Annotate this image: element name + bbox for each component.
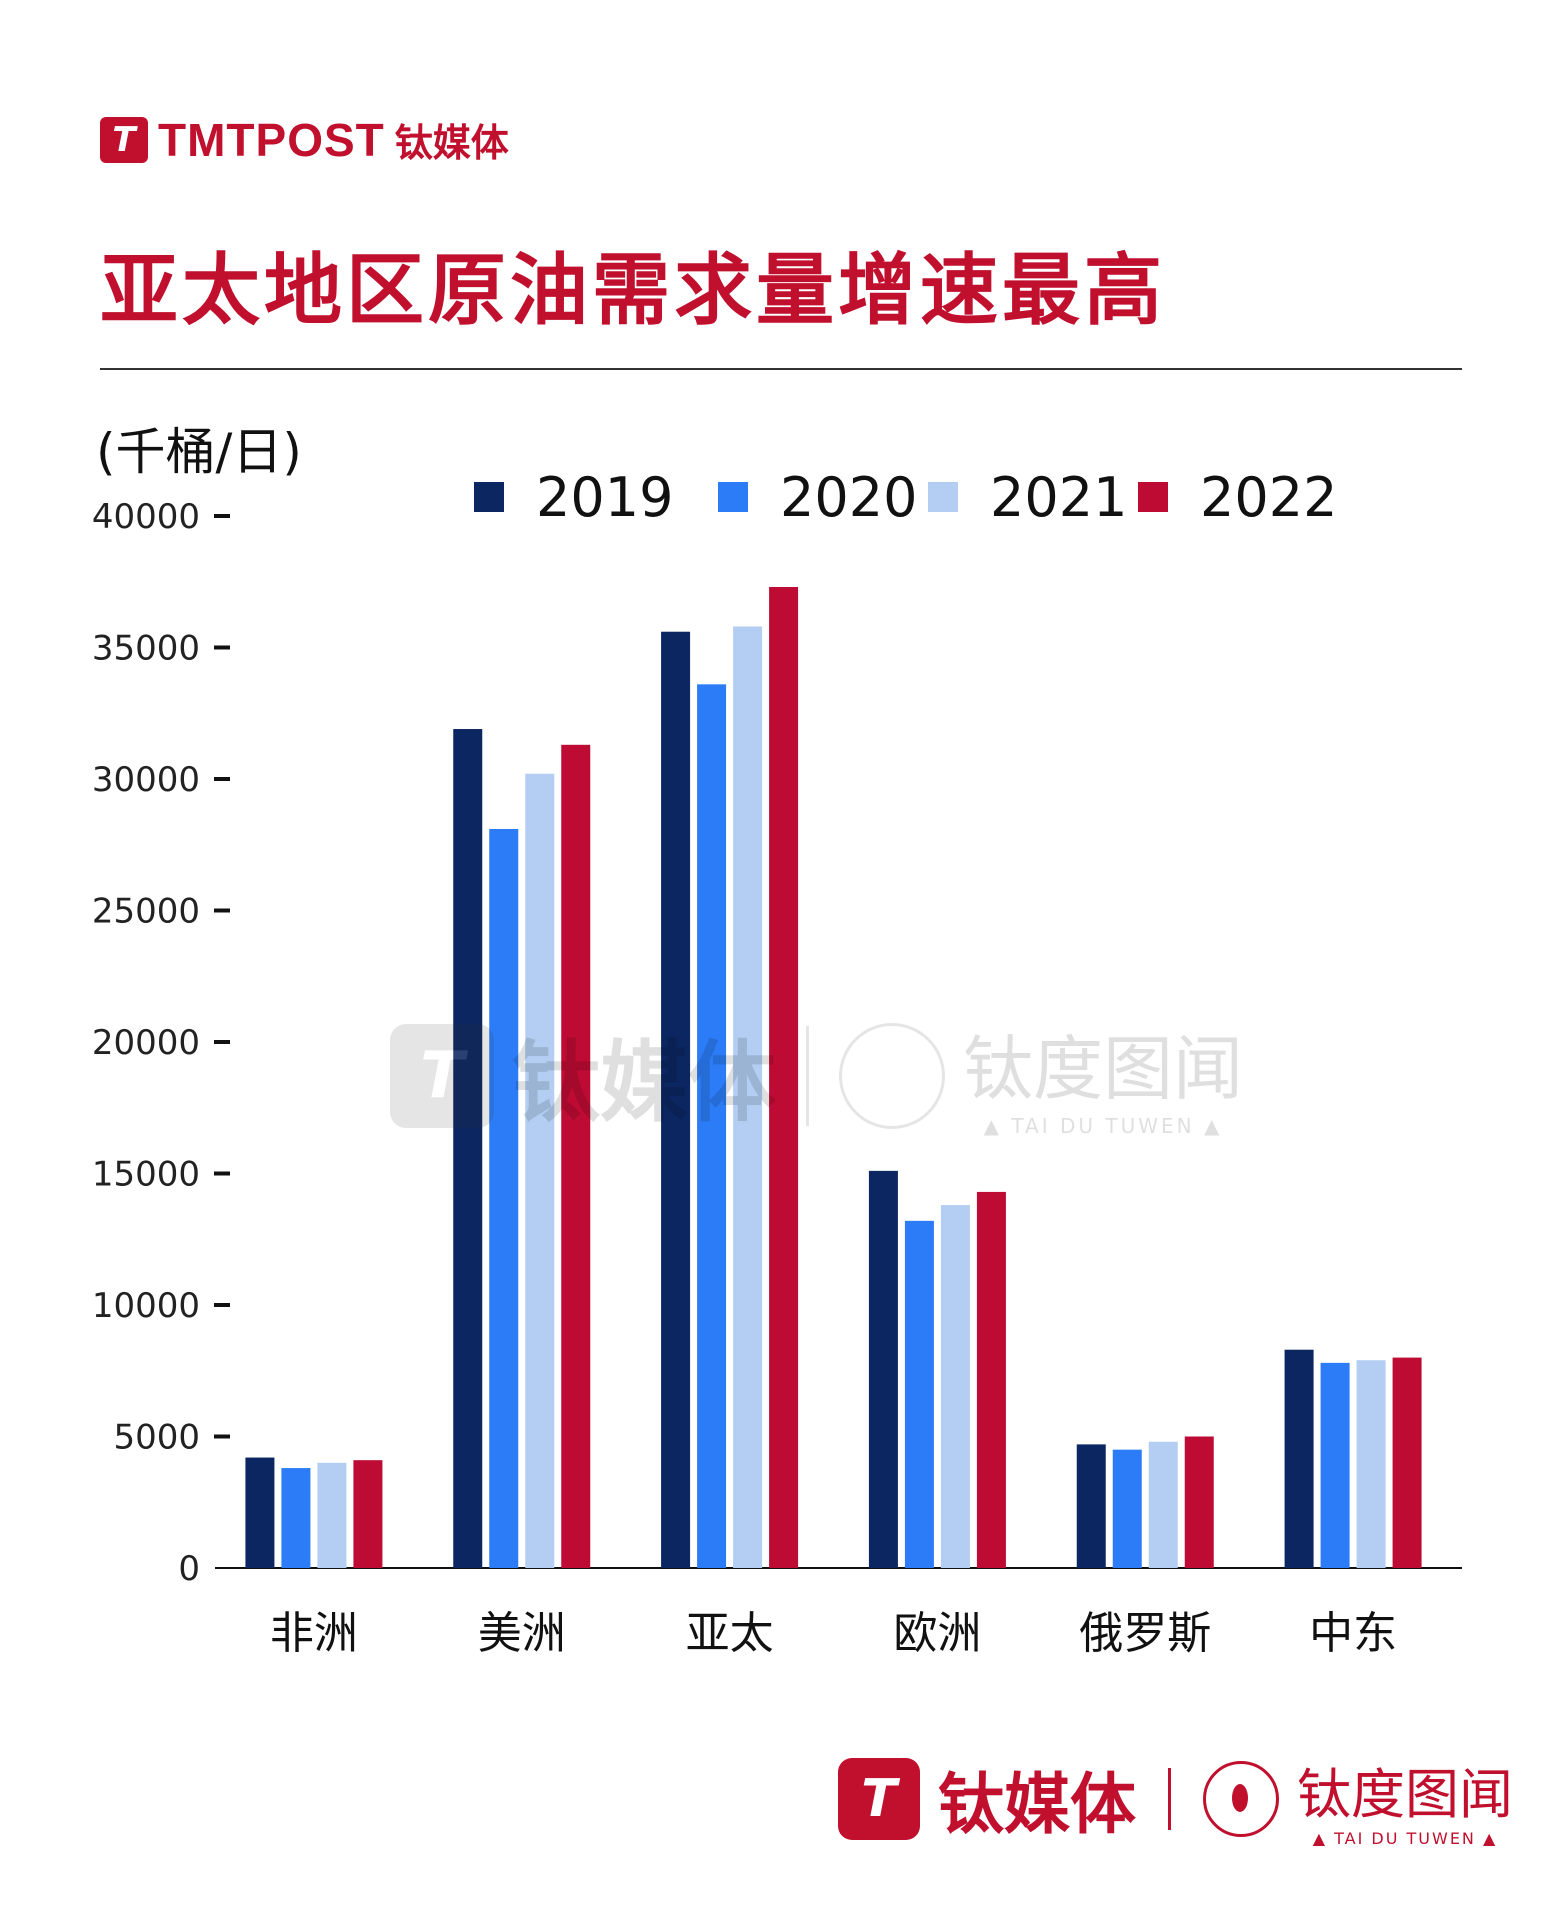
- legend-label: 2022: [1200, 466, 1337, 529]
- y-tick-label: 0: [178, 1549, 200, 1589]
- bar: [1076, 1444, 1106, 1568]
- title-divider: [100, 368, 1462, 370]
- bar: [976, 1191, 1006, 1568]
- legend-swatch: [474, 482, 504, 512]
- bar: [1320, 1362, 1350, 1568]
- chart-title: 亚太地区原油需求量增速最高: [100, 246, 1167, 336]
- bar: [1356, 1360, 1386, 1568]
- y-tick-label: 40000: [92, 497, 200, 537]
- bar: [1184, 1436, 1214, 1568]
- y-tick-label: 20000: [92, 1023, 200, 1063]
- y-tick-label: 15000: [92, 1155, 200, 1195]
- legend-swatch: [1138, 482, 1168, 512]
- x-category-label: 中东: [1309, 1608, 1397, 1659]
- bar: [1148, 1441, 1178, 1568]
- bar: [868, 1170, 898, 1568]
- bar: [733, 626, 763, 1568]
- bar: [245, 1457, 275, 1568]
- footer-right-en: ▲ TAI DU TUWEN ▲: [1312, 1829, 1498, 1848]
- legend-label: 2021: [990, 466, 1127, 529]
- footer-brand-name: 钛媒体: [938, 1766, 1136, 1843]
- y-tick-label: 10000: [92, 1286, 200, 1326]
- bar: [525, 773, 555, 1568]
- legend-label: 2019: [536, 466, 673, 529]
- footer-right: 钛度图闻 ▲ TAI DU TUWEN ▲: [1297, 1750, 1513, 1848]
- footer-separator: [1168, 1768, 1171, 1830]
- bar: [904, 1220, 934, 1568]
- x-category-label: 美洲: [478, 1608, 566, 1659]
- footer-right-cn: 钛度图闻: [1297, 1763, 1513, 1826]
- bar: [769, 587, 799, 1568]
- legend-label: 2020: [780, 466, 917, 529]
- bar: [489, 828, 519, 1568]
- footer-brand: T 钛媒体 钛度图闻 ▲ TAI DU TUWEN ▲: [838, 1750, 1513, 1848]
- brand-header: T TMTPOST 钛媒体: [100, 112, 509, 167]
- bar: [1284, 1349, 1314, 1568]
- bar: [281, 1468, 311, 1568]
- brand-name-cn: 钛媒体: [394, 121, 509, 165]
- bar: [697, 684, 727, 1568]
- legend-swatch: [718, 482, 748, 512]
- y-tick-label: 35000: [92, 629, 200, 669]
- tmtpost-logo-icon: T: [100, 116, 148, 163]
- footer-logo-icon: T: [838, 1758, 920, 1840]
- bar: [317, 1462, 347, 1568]
- bar: [353, 1460, 383, 1568]
- x-category-label: 非洲: [270, 1608, 358, 1659]
- footer-eye-icon: [1203, 1761, 1279, 1837]
- y-tick-label: 5000: [113, 1418, 200, 1458]
- x-category-label: 俄罗斯: [1079, 1608, 1211, 1659]
- y-tick-label: 25000: [92, 892, 200, 932]
- x-category-label: 亚太: [686, 1608, 774, 1659]
- legend-swatch: [928, 482, 958, 512]
- bar: [1392, 1357, 1422, 1568]
- bar-chart: 0 5000 10000 15000 20000 25000 30000 35000 40000…: [92, 466, 1462, 1659]
- bar: [453, 729, 483, 1568]
- y-axis-unit: (千桶/日): [96, 423, 302, 481]
- bar: [940, 1205, 970, 1568]
- bar: [1112, 1449, 1142, 1568]
- bar: [661, 631, 691, 1568]
- x-category-label: 欧洲: [893, 1608, 981, 1659]
- bar: [561, 744, 591, 1568]
- brand-name-en: TMTPOST: [158, 113, 385, 166]
- y-tick-label: 30000: [92, 760, 200, 800]
